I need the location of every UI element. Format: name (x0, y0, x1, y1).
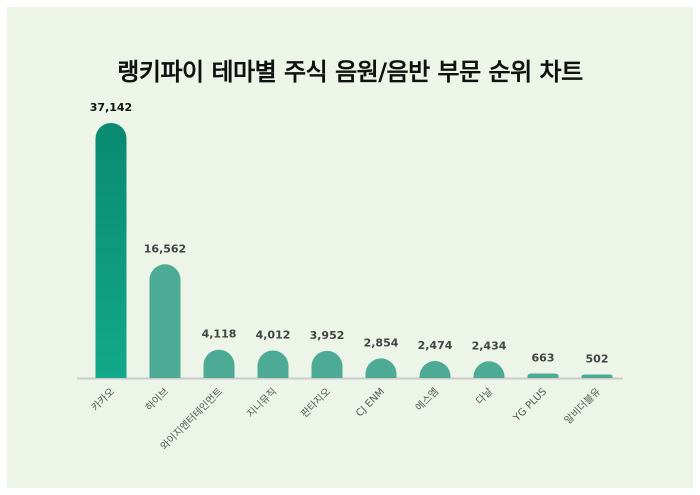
value-label-4: 4,012 (256, 328, 291, 341)
category-label-4: 지니뮤직 (245, 386, 280, 421)
bar-9 (527, 373, 559, 378)
bar-8 (473, 361, 505, 378)
bar-chart: 37,142카카오16,562하이브4,118와이지엔터테인먼트4,012지니뮤… (77, 101, 623, 453)
bar-5 (311, 350, 343, 378)
value-label-10: 502 (586, 353, 609, 366)
value-label-7: 2,474 (418, 339, 453, 352)
bar-1 (95, 122, 127, 378)
chart-title: 랭키파이 테마별 주식 음원/음반 부문 순위 차트 (117, 58, 583, 86)
bar-6 (365, 358, 397, 378)
category-label-6: CJ ENM (354, 386, 387, 419)
chart-card: 랭키파이 테마별 주식 음원/음반 부문 순위 차트 37,142 카카오 16,5… (7, 7, 693, 488)
value-label-8: 2,434 (472, 339, 507, 352)
value-label-9: 663 (532, 351, 555, 364)
bar-7 (419, 361, 451, 378)
category-label-10: 알비더블유 (562, 386, 603, 427)
value-label-5: 3,952 (310, 329, 345, 342)
category-label-7: 에스엠 (413, 386, 441, 414)
category-label-8: 다날 (474, 386, 496, 408)
category-label-1: 카카오 (89, 386, 117, 414)
bar-4 (257, 350, 289, 378)
bar-3 (203, 349, 235, 378)
bar-2 (149, 264, 181, 378)
category-label-9: YG PLUS (511, 386, 549, 424)
bar-10 (581, 374, 613, 378)
value-label-2: 16,562 (144, 242, 186, 255)
value-label-6: 2,854 (364, 336, 399, 349)
category-label-2: 하이브 (142, 385, 171, 414)
value-label-3: 4,118 (202, 328, 237, 341)
value-label-1: 37,142 (90, 101, 132, 114)
category-label-5: 판타지오 (299, 386, 334, 421)
